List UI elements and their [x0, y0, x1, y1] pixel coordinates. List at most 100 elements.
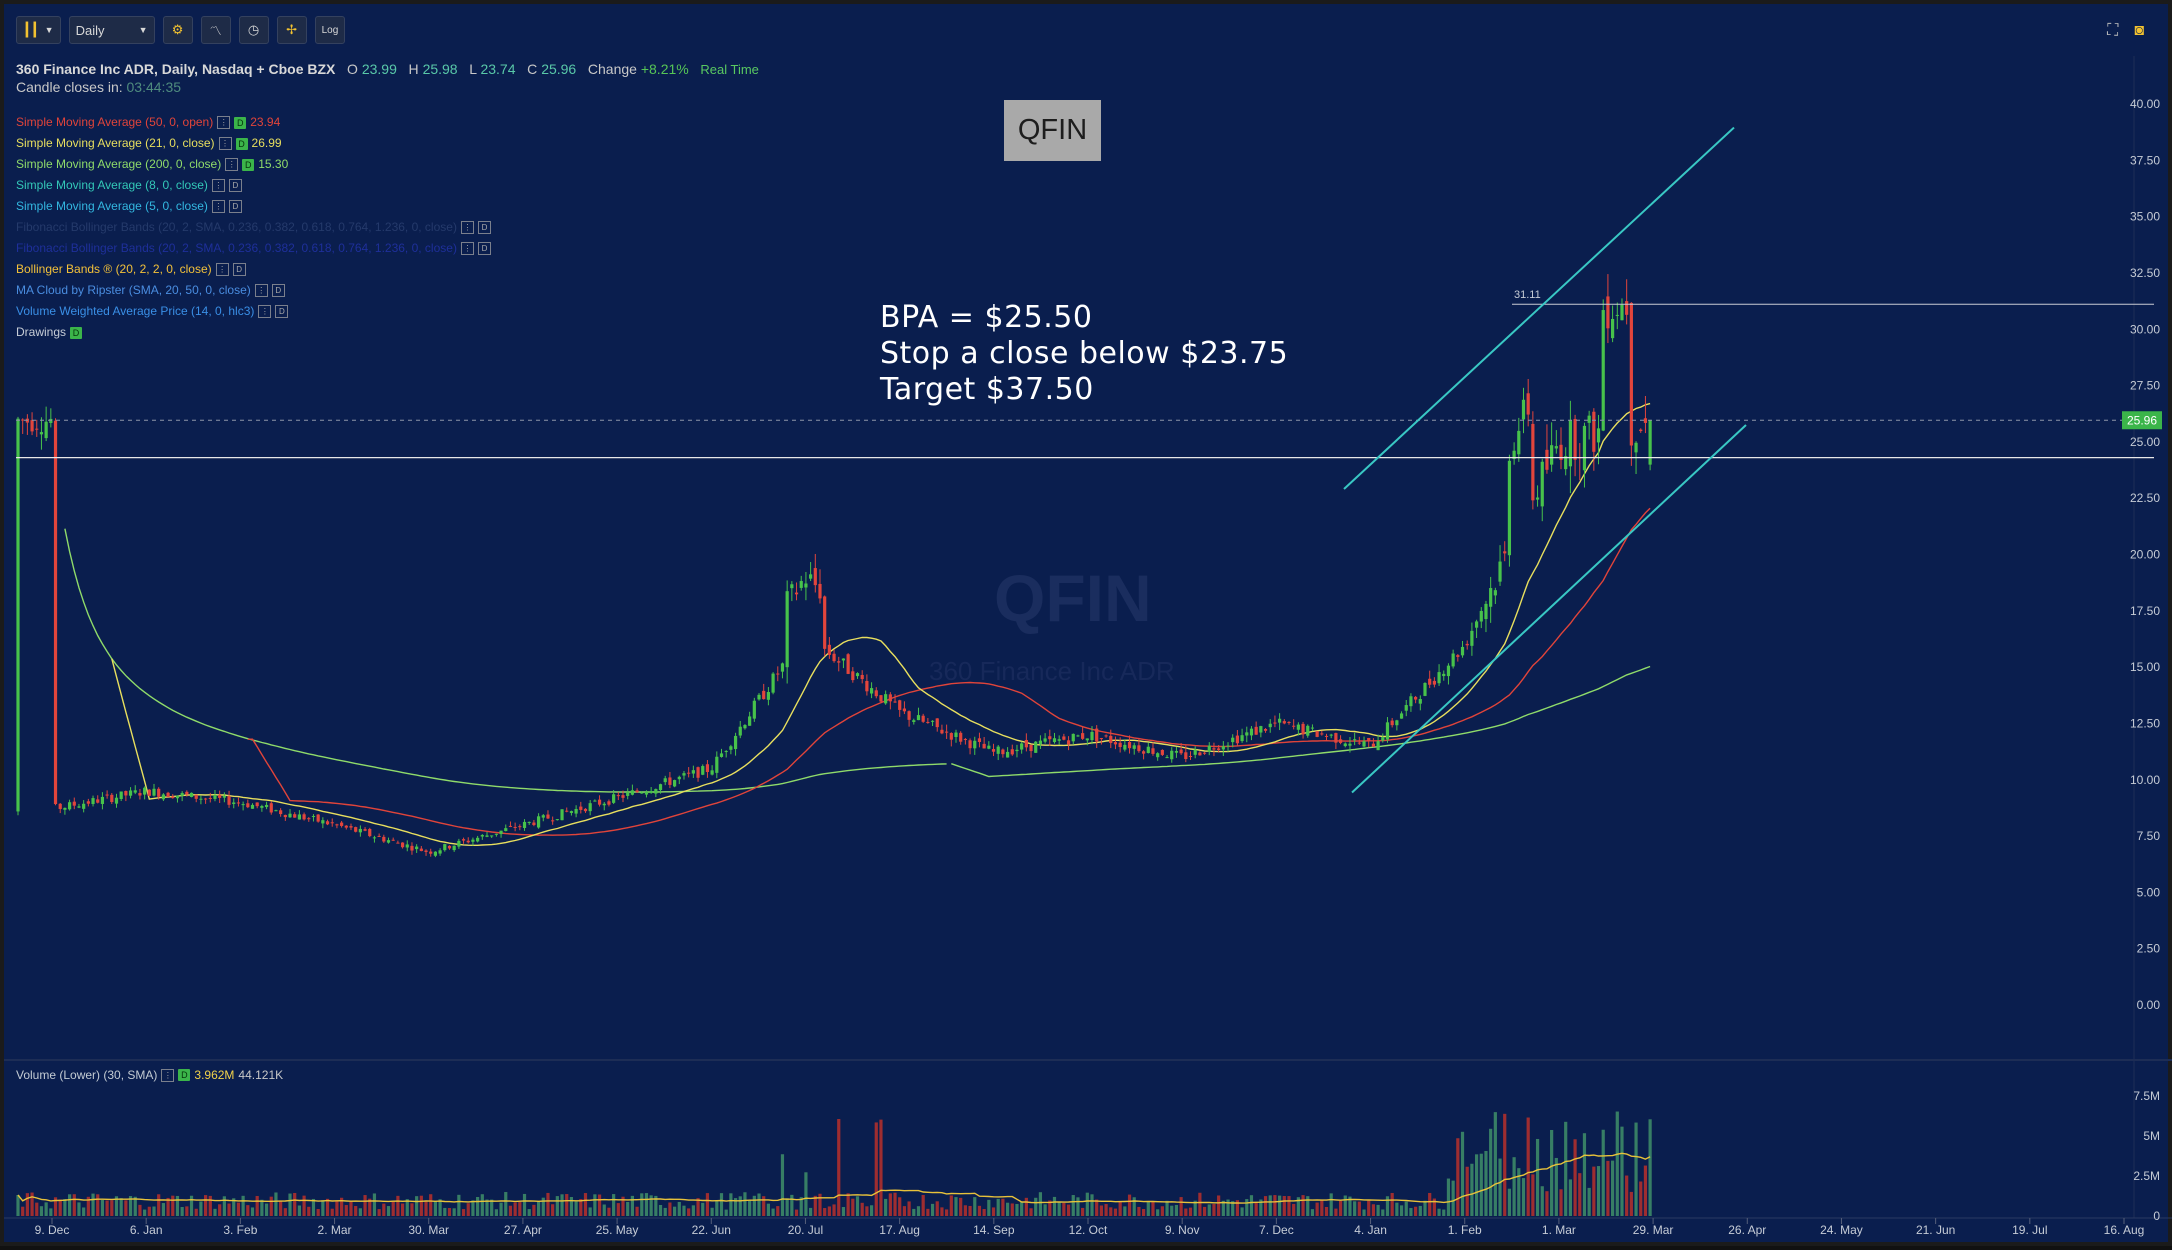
candle-down: [166, 792, 170, 798]
candle-up: [494, 833, 498, 835]
replay-button[interactable]: ◷: [238, 16, 269, 44]
volume-bar-up: [809, 1207, 813, 1216]
study-row[interactable]: Simple Moving Average (5, 0, close) ⋮ D: [16, 196, 491, 217]
study-row[interactable]: Drawings D: [16, 322, 491, 343]
study-menu-icon[interactable]: ⋮: [217, 116, 231, 129]
study-d-badge[interactable]: D: [477, 221, 491, 234]
candle-up: [1568, 420, 1572, 467]
candle-up: [1470, 630, 1474, 646]
study-d-badge[interactable]: D: [234, 116, 247, 129]
candle-down: [907, 711, 911, 720]
study-menu-icon[interactable]: ⋮: [258, 305, 272, 318]
volume-bar-down: [396, 1195, 400, 1216]
study-row[interactable]: Bollinger Bands ® (20, 2, 2, 0, close) ⋮ D: [16, 259, 491, 280]
log-scale-button[interactable]: Log: [314, 16, 346, 44]
camera-icon[interactable]: ◙: [2134, 22, 2144, 39]
x-tick-label: 2. Mar: [318, 1223, 352, 1237]
volume-bar-down: [532, 1204, 536, 1216]
x-tick-label: 30. Mar: [408, 1223, 449, 1237]
trade-plan-note[interactable]: BPA = $25.50 Stop a close below $23.75 T…: [880, 300, 1288, 408]
volume-bar-up: [1479, 1153, 1483, 1216]
volume-bar-down: [208, 1195, 212, 1216]
volume-bar-up: [222, 1196, 226, 1216]
study-menu-icon[interactable]: ⋮: [460, 221, 474, 234]
candle-down: [138, 793, 142, 796]
fullscreen-icon[interactable]: ⛶: [2107, 22, 2119, 39]
candle-down: [935, 718, 939, 728]
candle-up: [485, 835, 489, 837]
interval-select[interactable]: Daily ▼: [68, 16, 155, 44]
study-menu-icon[interactable]: ⋮: [211, 200, 225, 213]
study-menu-icon[interactable]: ⋮: [215, 263, 229, 276]
candle-style-button[interactable]: ┃┃ ▼: [16, 16, 61, 44]
candle-up: [1498, 561, 1502, 582]
study-row[interactable]: MA Cloud by Ripster (SMA, 20, 50, 0, clo…: [16, 280, 491, 301]
study-row[interactable]: Volume Weighted Average Price (14, 0, hl…: [16, 301, 491, 322]
study-d-badge[interactable]: D: [242, 158, 255, 171]
candle-up: [415, 846, 419, 850]
ticker-label-box[interactable]: QFIN: [1004, 100, 1101, 161]
study-menu-icon[interactable]: ⋮: [254, 284, 268, 297]
study-row[interactable]: Simple Moving Average (50, 0, open) ⋮ D 23.…: [16, 112, 491, 133]
volume-bar-down: [518, 1202, 522, 1216]
price-chart[interactable]: 40.00 37.50 35.00 32.50 30.00 27.50 25.00 22.50…: [4, 4, 2172, 1250]
candle-up: [1582, 425, 1587, 471]
study-d-badge[interactable]: D: [232, 263, 246, 276]
study-d-badge[interactable]: D: [271, 284, 285, 297]
candle-down: [1606, 296, 1610, 329]
volume-bar-down: [907, 1201, 911, 1216]
study-row[interactable]: Fibonacci Bollinger Bands (20, 2, SMA, 0…: [16, 217, 491, 238]
volume-bar-up: [1423, 1200, 1427, 1216]
channel-lower-line: [1351, 424, 1747, 794]
volume-bar-up: [1507, 1188, 1512, 1216]
candle-up: [719, 753, 724, 757]
candle-down: [579, 806, 583, 810]
candle-up: [1493, 590, 1497, 596]
volume-d-badge[interactable]: D: [178, 1069, 191, 1081]
study-row[interactable]: Fibonacci Bollinger Bands (20, 2, SMA, 0…: [16, 238, 491, 259]
study-d-badge[interactable]: D: [70, 326, 83, 339]
study-d-badge[interactable]: D: [235, 137, 248, 150]
candle-up: [199, 798, 203, 800]
volume-bar-down: [349, 1201, 353, 1216]
candle-up: [1207, 745, 1211, 752]
study-d-badge[interactable]: D: [275, 305, 289, 318]
study-d-badge[interactable]: D: [228, 179, 242, 192]
close-value: 25.96: [541, 61, 577, 77]
volume-bar-down: [72, 1194, 76, 1216]
study-menu-icon[interactable]: ⋮: [225, 158, 239, 171]
study-menu-icon[interactable]: ⋮: [218, 137, 232, 150]
candle-down: [888, 694, 892, 702]
study-d-badge[interactable]: D: [228, 200, 242, 213]
candle-down: [991, 749, 996, 752]
volume-bar-up: [738, 1196, 742, 1216]
volume-bar-up: [1489, 1128, 1493, 1216]
candle-up: [161, 794, 165, 800]
candle-down: [668, 777, 672, 785]
study-menu-icon[interactable]: ⋮: [211, 179, 225, 192]
volume-bar-up: [588, 1207, 592, 1216]
volume-bar-up: [1090, 1194, 1094, 1216]
candle-down: [1217, 748, 1221, 750]
volume-bar-up: [114, 1196, 119, 1216]
study-d-badge[interactable]: D: [477, 242, 491, 255]
study-row[interactable]: Simple Moving Average (200, 0, close) ⋮ D 1…: [16, 154, 491, 175]
candle-down: [583, 808, 588, 812]
volume-bar-down: [818, 1193, 822, 1216]
volume-bar-up: [1226, 1199, 1230, 1216]
studies-button[interactable]: 〽: [200, 16, 231, 44]
study-row[interactable]: Simple Moving Average (8, 0, close) ⋮ D: [16, 175, 491, 196]
drawing-tools-button[interactable]: ✢: [276, 16, 307, 44]
volume-bar-up: [1493, 1112, 1497, 1216]
candle-up: [1306, 725, 1310, 736]
study-row[interactable]: Simple Moving Average (21, 0, close) ⋮ D 26…: [16, 133, 491, 154]
settings-button[interactable]: ⚙: [162, 16, 193, 44]
candle-style-icon: ┃┃: [23, 22, 39, 37]
volume-bar-down: [1324, 1206, 1329, 1216]
study-menu-icon[interactable]: ⋮: [460, 242, 474, 255]
volume-menu-icon[interactable]: ⋮: [161, 1068, 175, 1082]
study-value: 15.30: [258, 157, 289, 171]
volume-bar-up: [1249, 1195, 1254, 1216]
candle-up: [443, 844, 447, 851]
volume-bar-up: [274, 1192, 278, 1216]
